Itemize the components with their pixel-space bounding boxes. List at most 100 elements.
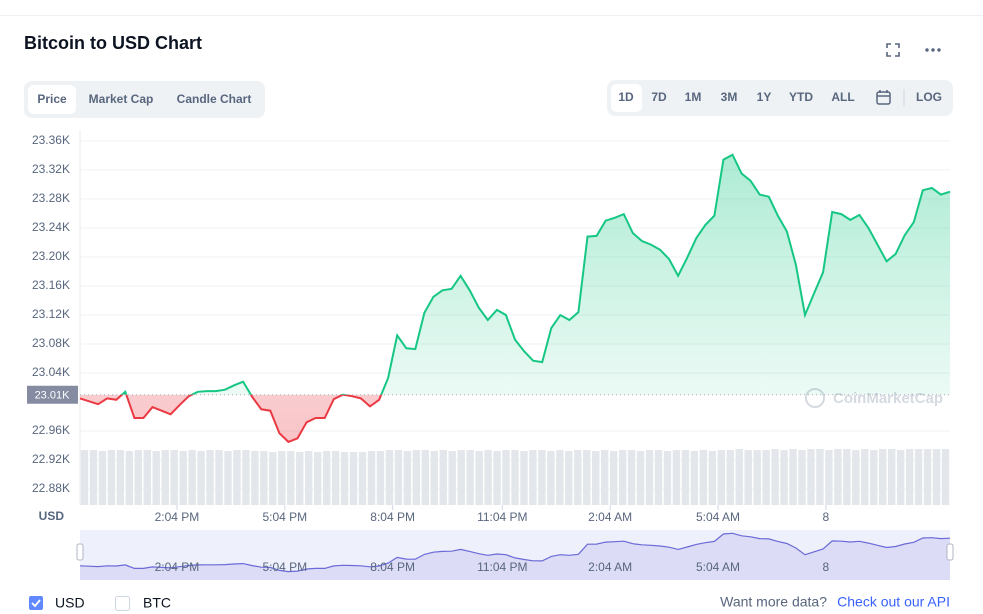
volume-bar bbox=[143, 450, 151, 505]
volume-bar bbox=[601, 450, 609, 505]
volume-bar bbox=[645, 450, 654, 505]
currency-label: USD bbox=[55, 595, 85, 611]
range-button[interactable]: 7D bbox=[651, 90, 667, 104]
volume-bar bbox=[457, 450, 465, 505]
navigator-tick-label: 5:04 PM bbox=[262, 560, 307, 574]
volume-bar bbox=[914, 449, 923, 505]
volume-bar bbox=[80, 450, 89, 505]
volume-bar bbox=[152, 451, 160, 505]
usd-checkbox[interactable] bbox=[29, 596, 43, 610]
range-button[interactable]: 1M bbox=[685, 90, 702, 104]
api-link[interactable]: Check out our API bbox=[837, 594, 950, 610]
volume-bar bbox=[349, 452, 358, 505]
volume-bar bbox=[583, 450, 591, 505]
x-tick-label: 11:04 PM bbox=[477, 510, 527, 524]
y-tick-label: 23.24K bbox=[32, 220, 70, 234]
volume-bar bbox=[170, 450, 178, 505]
x-tick-label: 2:04 AM bbox=[588, 510, 632, 524]
volume-bar bbox=[672, 450, 681, 505]
y-tick-label: 23.32K bbox=[32, 162, 70, 176]
volume-bar bbox=[98, 451, 107, 505]
range-button[interactable]: ALL bbox=[831, 90, 854, 104]
navigator-handle[interactable] bbox=[946, 543, 954, 561]
volume-bar bbox=[744, 450, 752, 505]
volume-bar bbox=[932, 449, 941, 505]
range-button[interactable]: 3M bbox=[721, 90, 738, 104]
volume-bar bbox=[179, 451, 187, 505]
volume-bar bbox=[636, 451, 645, 505]
baseline-label-bg bbox=[27, 385, 78, 404]
volume-bar bbox=[134, 450, 142, 505]
range-active-bg bbox=[611, 84, 642, 112]
volume-bar bbox=[448, 451, 456, 505]
range-button[interactable]: 1D bbox=[618, 90, 634, 104]
volume-bar bbox=[816, 449, 824, 505]
volume-bar bbox=[574, 450, 582, 505]
navigator-tick-label: 2:04 AM bbox=[588, 560, 632, 574]
volume-bar bbox=[206, 450, 214, 505]
volume-bar bbox=[233, 450, 241, 505]
y-tick-label: 23.12K bbox=[32, 307, 70, 321]
volume-bar bbox=[529, 450, 537, 505]
volume-bar bbox=[789, 449, 797, 505]
volume-bar bbox=[358, 452, 367, 505]
y-tick-label: 22.96K bbox=[32, 423, 70, 437]
more-icon[interactable] bbox=[925, 48, 941, 52]
volume-bar bbox=[116, 450, 125, 505]
navigator-handle[interactable] bbox=[76, 543, 84, 561]
volume-bar bbox=[547, 451, 555, 505]
x-tick-label: 8:04 PM bbox=[370, 510, 415, 524]
navigator-tick-label: 11:04 PM bbox=[477, 560, 527, 574]
volume-bar bbox=[242, 450, 250, 505]
volume-bar bbox=[780, 450, 788, 505]
volume-bar bbox=[870, 450, 878, 505]
calendar-icon[interactable] bbox=[876, 90, 891, 105]
volume-bar bbox=[313, 452, 322, 505]
tab[interactable]: Price bbox=[37, 92, 67, 106]
volume-bar bbox=[475, 451, 483, 505]
range-group bbox=[607, 80, 953, 116]
volume-bar bbox=[923, 449, 932, 505]
volume-bar bbox=[215, 450, 223, 505]
volume-bar bbox=[502, 450, 510, 505]
volume-bar bbox=[941, 449, 950, 505]
navigator-line bbox=[79, 532, 951, 573]
area-up bbox=[121, 154, 950, 395]
volume-bar bbox=[771, 449, 779, 505]
volume-bar bbox=[125, 451, 134, 505]
volume-bar bbox=[565, 451, 573, 505]
volume-bar bbox=[798, 450, 806, 505]
price-line-up bbox=[120, 153, 951, 395]
volume-bar bbox=[305, 451, 313, 505]
tab[interactable]: Market Cap bbox=[89, 92, 154, 106]
range-button[interactable]: 1Y bbox=[757, 90, 772, 104]
volume-bar bbox=[609, 451, 618, 505]
tab[interactable]: Candle Chart bbox=[177, 92, 252, 106]
btc-checkbox[interactable] bbox=[115, 596, 130, 611]
y-tick-label: 22.88K bbox=[32, 481, 70, 495]
volume-bar bbox=[834, 449, 842, 505]
volume-bar bbox=[627, 450, 636, 505]
volume-bar bbox=[717, 450, 725, 505]
volume-bar bbox=[511, 450, 519, 505]
log-button[interactable]: LOG bbox=[916, 90, 942, 104]
volume-bar bbox=[896, 450, 905, 505]
volume-bar bbox=[852, 450, 860, 505]
fullscreen-icon[interactable] bbox=[886, 43, 900, 57]
range-button[interactable]: YTD bbox=[789, 90, 813, 104]
volume-bar bbox=[439, 450, 447, 505]
x-tick-label: 5:04 PM bbox=[262, 510, 307, 524]
volume-bar bbox=[618, 450, 627, 505]
volume-bar bbox=[663, 451, 672, 505]
navigator-tick-label: 2:04 PM bbox=[155, 560, 200, 574]
volume-bar bbox=[538, 450, 546, 505]
volume-bar bbox=[905, 449, 914, 505]
x-tick-label: 2:04 PM bbox=[155, 510, 200, 524]
volume-bar bbox=[224, 451, 232, 505]
volume-bar bbox=[556, 450, 564, 505]
check-mark bbox=[31, 599, 41, 608]
volume-bar bbox=[331, 451, 340, 505]
y-axis-label: USD bbox=[39, 509, 65, 523]
volume-bar bbox=[879, 449, 887, 505]
x-tick-label: 8 bbox=[823, 510, 830, 524]
